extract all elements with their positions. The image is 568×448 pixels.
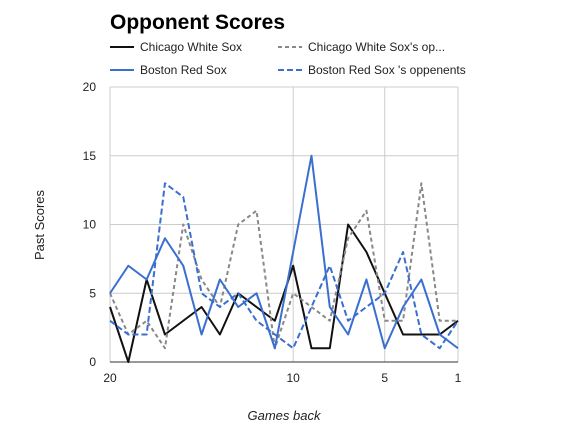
y-tick-label: 0 <box>89 355 96 369</box>
legend-label: Chicago White Sox's op... <box>308 40 445 54</box>
x-axis-title: Games back <box>248 408 322 423</box>
series-group <box>109 154 459 363</box>
y-tick-label: 5 <box>89 286 96 300</box>
legend-label: Chicago White Sox <box>140 40 242 54</box>
y-tick-label: 20 <box>83 80 97 94</box>
x-tick-label: 20 <box>103 371 117 385</box>
series-line-0 <box>109 223 459 363</box>
legend: Chicago White Sox Chicago White Sox's op.… <box>110 40 466 77</box>
grid <box>109 86 459 363</box>
chart-title: Opponent Scores <box>110 11 285 34</box>
legend-label: Boston Red Sox <box>140 63 227 77</box>
series-line-3 <box>109 182 459 350</box>
axes: 0 5 10 15 20 20 10 5 1 <box>83 80 462 385</box>
y-tick-label: 15 <box>83 149 97 163</box>
x-tick-label: 10 <box>286 371 300 385</box>
legend-label: Boston Red Sox 's oppenents <box>308 63 466 77</box>
x-tick-label: 1 <box>455 371 462 385</box>
x-tick-label: 5 <box>381 371 388 385</box>
y-tick-label: 10 <box>83 218 97 232</box>
y-axis-title: Past Scores <box>32 189 47 260</box>
series-line-2 <box>109 154 459 350</box>
series-line-1 <box>109 182 458 350</box>
